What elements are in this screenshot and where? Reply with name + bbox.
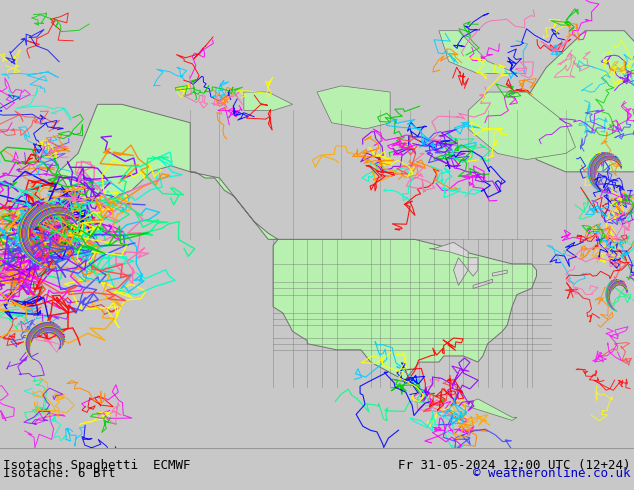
Text: Isotachs Spaghetti  ECMWF: Isotachs Spaghetti ECMWF bbox=[3, 459, 191, 471]
Polygon shape bbox=[517, 31, 634, 172]
Text: © weatheronline.co.uk: © weatheronline.co.uk bbox=[474, 466, 631, 480]
Polygon shape bbox=[244, 92, 293, 110]
Text: Fr 31-05-2024 12:00 UTC (12+24): Fr 31-05-2024 12:00 UTC (12+24) bbox=[398, 459, 631, 471]
Polygon shape bbox=[463, 399, 517, 420]
Polygon shape bbox=[58, 104, 536, 381]
Polygon shape bbox=[317, 86, 390, 129]
Text: Isotache: 6 Bft: Isotache: 6 Bft bbox=[3, 466, 115, 480]
Polygon shape bbox=[493, 270, 507, 276]
Polygon shape bbox=[429, 243, 468, 258]
Polygon shape bbox=[473, 279, 493, 289]
Polygon shape bbox=[468, 92, 576, 160]
Polygon shape bbox=[468, 258, 478, 276]
Polygon shape bbox=[439, 31, 517, 74]
Polygon shape bbox=[453, 258, 468, 285]
